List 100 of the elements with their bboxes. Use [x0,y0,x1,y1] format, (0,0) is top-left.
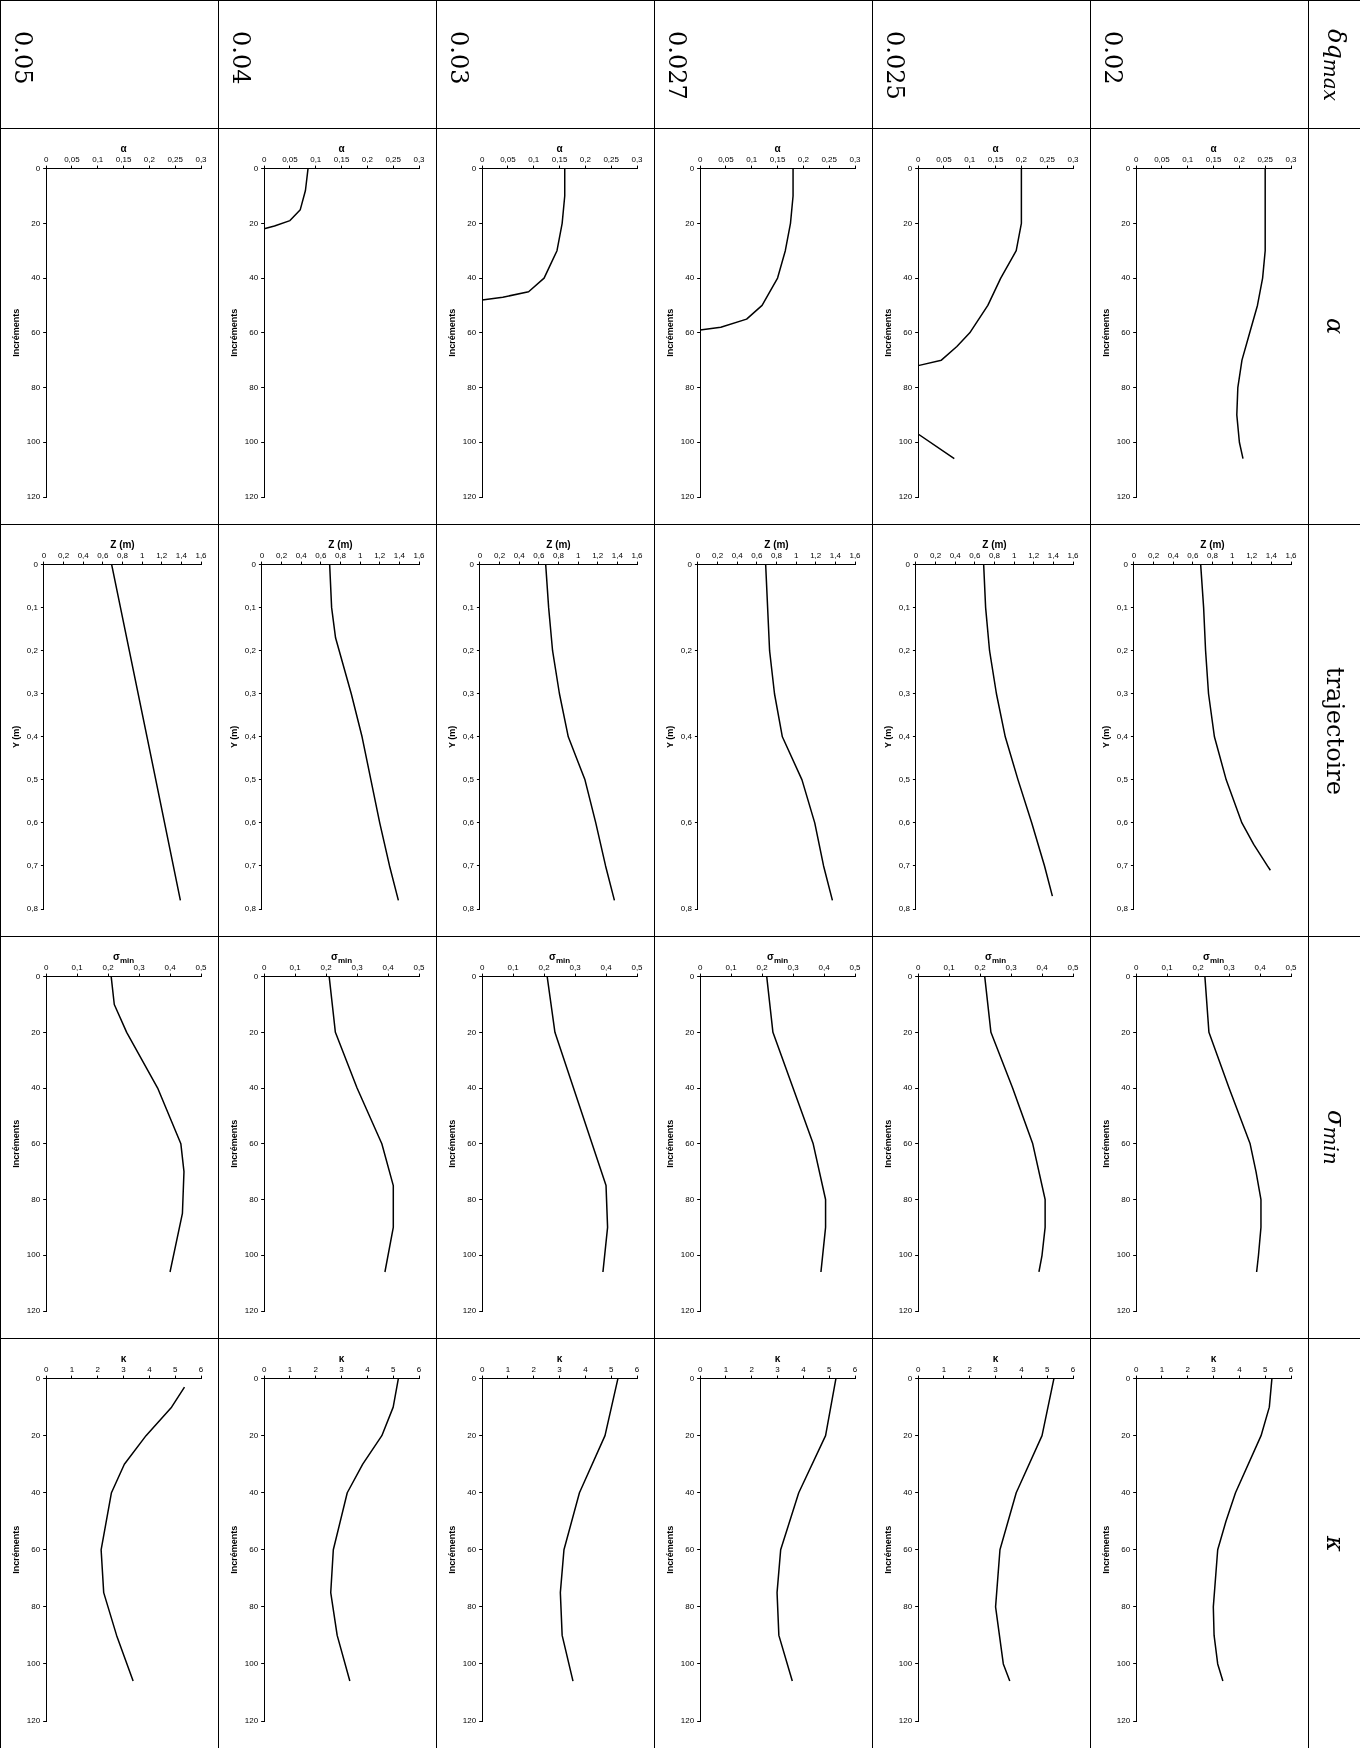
x-tick-label: 0,1 [507,963,519,972]
x-tick-label: 0,2 [756,963,768,972]
y-tick-label: 0,3 [898,688,910,698]
x-tick-label: 1 [723,1365,729,1374]
y-tick-label: 40 [466,1083,477,1093]
x-tick-label: 5 [1262,1365,1268,1374]
y-tick-label: 0 [250,559,256,569]
x-tick-label: 4 [146,1365,152,1374]
y-axis-title: Incréments [664,1525,675,1574]
y-tick-label: 0,5 [462,775,474,785]
y-tick-label: 60 [902,1545,913,1554]
x-tick-label: 0,1 [289,963,301,972]
x-tick-label: 0 [1131,551,1137,560]
x-tick-label: 0,15 [987,155,1004,164]
x-tick-label: 1,6 [194,551,207,560]
y-tick-label: 0,2 [1116,645,1128,655]
x-tick-label: 0 [479,963,485,972]
y-tick-label: 0 [468,559,474,569]
y-tick-label: 120 [26,492,41,502]
x-axis-title: κ [1210,1353,1217,1364]
x-tick-label: 0 [1133,155,1139,164]
y-tick-label: 120 [680,492,695,502]
x-tick-label: 4 [364,1365,370,1374]
y-tick-label: 0,8 [1116,904,1128,914]
y-tick-label: 40 [1120,1487,1131,1497]
y-tick-label: 60 [1120,1139,1131,1148]
y-tick-label: 120 [680,1306,695,1316]
x-tick-label: 0,5 [194,963,207,972]
x-tick-label: 0,2 [579,155,591,164]
x-tick-label: 0,2 [275,551,288,560]
y-tick-label: 0 [907,971,913,981]
x-tick-label: 5 [1044,1365,1050,1374]
x-axis-title: α [1210,143,1217,154]
text: 0.02 [1099,31,1127,85]
x-tick-label: 0 [43,1365,49,1374]
x-tick-label: 0,2 [320,963,332,972]
x-tick-label: 0,2 [102,963,114,972]
x-tick-label: 2 [967,1365,973,1374]
y-axis-title: Incréments [228,1119,239,1168]
y-tick-label: 0,8 [244,904,256,914]
y-tick-label: 0,6 [26,818,38,828]
y-tick-label: 0 [1125,163,1131,173]
y-tick-label: 120 [462,1716,477,1726]
y-tick-label: 0,1 [1116,602,1128,612]
x-tick-label: 0,25 [602,155,620,164]
x-tick-label: 6 [852,1365,858,1374]
x-tick-label: 0,4 [599,963,612,972]
x-tick-label: 0,3 [1284,155,1297,164]
y-tick-label: 0 [35,163,41,173]
x-tick-label: 1 [505,1365,511,1374]
x-tick-label: 2 [313,1365,319,1374]
y-tick-label: 120 [898,492,913,502]
y-tick-label: 0,8 [680,904,692,914]
y-tick-label: 0 [689,1373,695,1383]
text: 0.05 [9,31,37,85]
y-tick-label: 100 [26,437,41,447]
x-tick-label: 0,5 [1066,963,1079,972]
text: 0.027 [663,31,691,100]
y-tick-label: 100 [680,1250,695,1260]
x-tick-label: 1,4 [829,551,841,560]
x-tick-label: 4 [1018,1365,1024,1374]
y-tick-label: 80 [684,1194,695,1204]
text: 0.025 [881,31,909,100]
x-tick-label: 0,15 [551,155,568,164]
y-tick-label: 20 [684,218,695,228]
x-tick-label: 0,15 [333,155,350,164]
x-tick-label: 0,6 [314,551,327,560]
x-tick-label: 0,3 [412,155,425,164]
y-tick-label: 0,6 [1116,818,1128,828]
x-tick-label: 1,2 [1027,551,1040,560]
y-tick-label: 0 [1125,971,1131,981]
x-tick-label: 0,25 [1038,155,1056,164]
x-tick-label: 0,15 [115,155,132,164]
y-tick-label: 60 [684,1139,695,1148]
y-tick-label: 120 [898,1306,913,1316]
y-tick-label: 80 [30,1194,41,1204]
x-axis-title: Z (m) [981,539,1007,550]
y-tick-label: 0,3 [244,688,256,698]
y-tick-label: 0,1 [462,602,474,612]
x-tick-label: 0 [43,963,49,972]
x-tick-label: 1 [793,551,799,560]
x-tick-label: 0,8 [770,551,783,560]
y-axis-title: Incréments [228,1525,239,1574]
y-axis-title: Incréments [1100,308,1111,357]
y-tick-label: 0,2 [26,645,38,655]
x-tick-label: 1,6 [1066,551,1079,560]
x-tick-label: 0 [479,155,485,164]
y-tick-label: 0 [253,163,259,173]
x-tick-label: 0,1 [1181,155,1194,164]
y-tick-label: 100 [26,1659,41,1669]
x-tick-label: 2 [95,1365,101,1374]
y-tick-label: 80 [248,1602,259,1612]
y-tick-label: 100 [898,1250,913,1260]
x-tick-label: 3 [556,1365,562,1374]
y-axis-title: Incréments [664,308,675,357]
y-axis-title: Incréments [1100,1525,1111,1574]
x-tick-label: 0,5 [848,963,861,972]
y-tick-label: 100 [1116,437,1131,447]
x-tick-label: 0,4 [949,551,961,560]
x-tick-label: 0,25 [384,155,402,164]
